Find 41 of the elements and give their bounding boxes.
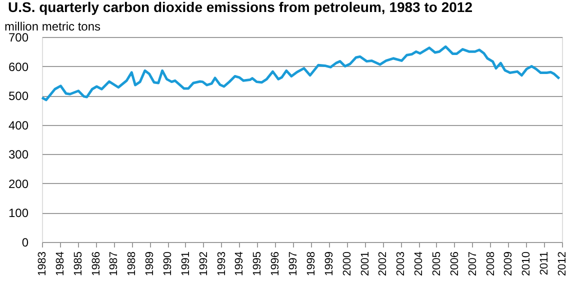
- x-tick-label: 2011: [538, 252, 551, 276]
- x-tick-label: 2001: [359, 252, 372, 276]
- x-tick-label: 2007: [466, 252, 479, 276]
- x-tick-label: 1999: [323, 252, 336, 276]
- chart-title: U.S. quarterly carbon dioxide emissions from petroleum, 1983 to 2012: [8, 0, 473, 15]
- x-tick-label: 2005: [430, 252, 443, 276]
- x-tick-label: 2000: [341, 252, 354, 276]
- x-tick-label: 1997: [288, 252, 300, 276]
- x-tick-label: 1984: [54, 252, 66, 276]
- line-series: [40, 45, 561, 102]
- x-tick-label: 1993: [216, 252, 228, 276]
- x-tick-label: 1998: [305, 252, 318, 276]
- x-tick-label: 2002: [377, 252, 390, 276]
- x-tick-label: 1996: [270, 252, 282, 276]
- x-tick-label: 1995: [252, 252, 264, 276]
- y-tick-label: 200: [8, 176, 29, 191]
- x-tick-label: 2004: [413, 252, 426, 276]
- x-tick-label: 2003: [395, 252, 408, 276]
- y-tick-label: 700: [8, 30, 29, 44]
- x-tick-label: 2010: [520, 252, 533, 276]
- x-tick-label: 2009: [502, 252, 515, 276]
- y-tick-label: 100: [8, 206, 29, 220]
- y-tick-label: 300: [8, 148, 29, 162]
- y-axis-title: million metric tons: [4, 20, 101, 34]
- y-tick-label: 600: [8, 60, 29, 74]
- x-tick-label: 2008: [484, 252, 497, 276]
- x-tick-label: 1983: [36, 252, 48, 276]
- y-tick-label: 400: [8, 118, 29, 132]
- x-tick-label: 1989: [144, 252, 156, 276]
- x-tick-label: 1988: [126, 252, 138, 276]
- x-tick-label: 1990: [162, 252, 174, 276]
- x-tick-label: 1986: [90, 252, 102, 276]
- x-tick-label: 2012: [556, 252, 568, 276]
- x-tick-label: 1992: [198, 252, 210, 276]
- x-tick-label: 1987: [108, 252, 120, 276]
- y-tick-label: 500: [8, 89, 29, 104]
- x-tick-label: 1994: [234, 252, 246, 276]
- x-tick-label: 1991: [180, 252, 192, 276]
- x-tick-label: 1985: [72, 252, 84, 276]
- x-tick-label: 2006: [448, 252, 461, 276]
- y-tick-label: 0: [22, 236, 29, 250]
